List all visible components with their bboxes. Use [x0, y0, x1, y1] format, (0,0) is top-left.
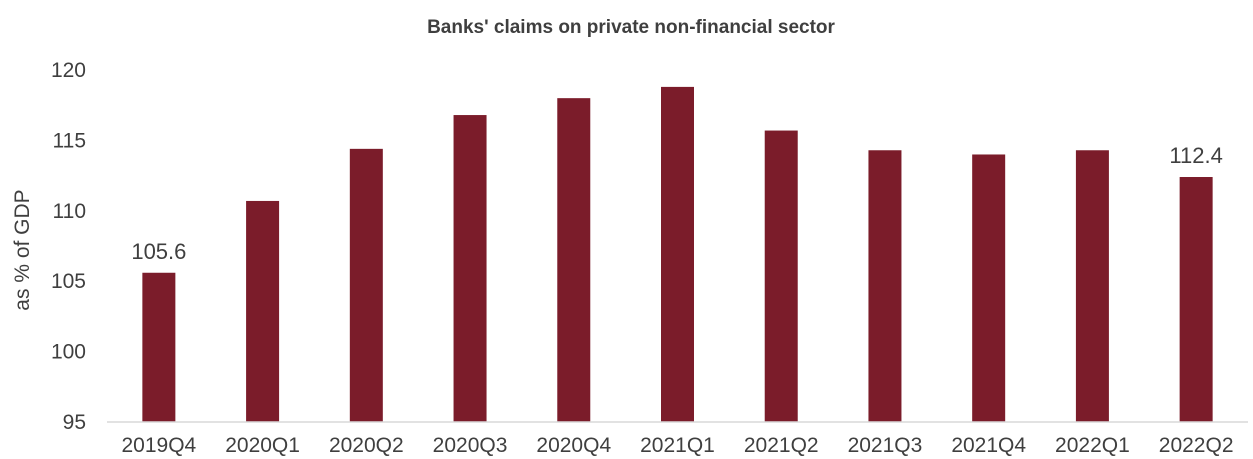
y-axis-title: as % of GDP [11, 189, 34, 310]
x-tick-label: 2021Q1 [640, 434, 715, 457]
y-tick-label: 95 [63, 411, 86, 434]
y-tick-label: 110 [53, 200, 86, 223]
bar-2019Q4 [142, 272, 176, 422]
bar-2020Q4 [557, 98, 591, 422]
y-tick-label: 115 [53, 129, 86, 152]
bar-2021Q3 [868, 150, 902, 423]
bar-2020Q3 [453, 115, 487, 422]
x-tick-label: 2021Q2 [744, 434, 819, 457]
x-tick-label: 2020Q3 [433, 434, 508, 457]
bar-2021Q4 [972, 154, 1006, 423]
bar-2021Q2 [764, 130, 798, 422]
data-label-2022Q2: 112.4 [1169, 143, 1222, 168]
bar-2020Q2 [349, 148, 383, 422]
y-tick-label: 120 [51, 59, 86, 82]
y-axis: 95 100 105 110 115 120 [51, 59, 86, 434]
data-label-2019Q4: 105.6 [131, 239, 186, 264]
x-tick-label: 2022Q1 [1055, 434, 1130, 457]
bar-2021Q1 [661, 86, 694, 423]
chart-title: Banks' claims on private non-financial s… [427, 17, 835, 38]
x-tick-label: 2021Q4 [951, 434, 1026, 457]
x-tick-label: 2022Q2 [1159, 434, 1234, 457]
x-tick-label: 2020Q2 [329, 434, 404, 457]
x-tick-label: 2019Q4 [121, 434, 196, 457]
y-tick-label: 100 [51, 341, 86, 364]
x-tick-label: 2021Q3 [848, 434, 923, 457]
x-axis: 2019Q4 2020Q1 2020Q2 2020Q3 2020Q4 2021Q1 2021… [121, 434, 1233, 457]
bar-2020Q1 [246, 200, 280, 422]
y-tick-label: 105 [51, 270, 86, 293]
bar-2022Q2 [1179, 177, 1213, 422]
x-tick-label: 2020Q1 [225, 434, 300, 457]
data-labels: 105.6 112.4 [131, 143, 1223, 264]
x-tick-label: 2020Q4 [536, 434, 611, 457]
bar-2022Q1 [1075, 150, 1109, 423]
bar-series [142, 86, 1213, 423]
